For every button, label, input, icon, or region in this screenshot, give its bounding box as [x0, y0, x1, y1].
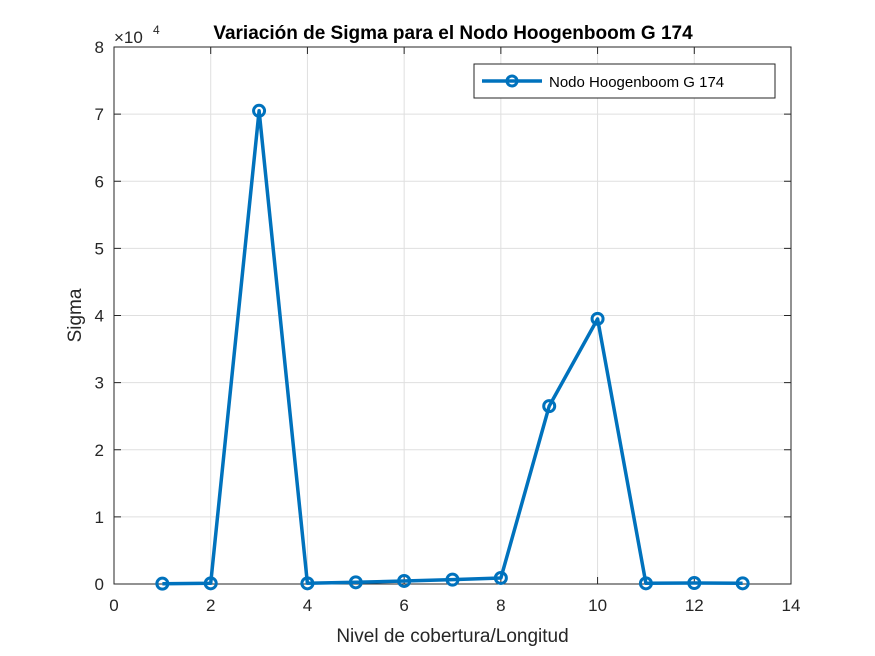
- series-line: [162, 109, 743, 586]
- y-axis-label: Sigma: [65, 288, 86, 342]
- y-tick-label: 8: [95, 38, 104, 57]
- data-point-marker: [687, 575, 702, 590]
- x-tick-label: 10: [588, 596, 607, 615]
- legend-entry-label: Nodo Hoogenboom G 174: [549, 74, 724, 91]
- legend-marker-sample: [505, 74, 519, 88]
- data-point-marker: [493, 570, 508, 585]
- x-axis-label: Nivel de cobertura/Longitud: [336, 626, 568, 647]
- data-point-marker: [155, 576, 170, 591]
- data-point-marker: [590, 311, 605, 326]
- data-point-marker: [300, 576, 315, 591]
- x-tick-label: 0: [109, 596, 118, 615]
- data-point-marker: [397, 573, 412, 588]
- y-tick-label: 6: [95, 172, 104, 191]
- y-tick-label: 1: [95, 508, 104, 527]
- data-point-marker: [735, 576, 750, 591]
- x-tick-label: 2: [206, 596, 215, 615]
- data-point-marker: [638, 576, 653, 591]
- y-tick-label: 5: [95, 239, 104, 258]
- data-point-marker: [252, 103, 267, 118]
- data-point-marker: [542, 399, 557, 414]
- chart-title: Variación de Sigma para el Nodo Hoogenbo…: [213, 23, 693, 44]
- x-tick-label: 6: [399, 596, 408, 615]
- y-axis-exponent-power: 4: [153, 23, 160, 37]
- x-axis-ticks: 0 2 4 6 8 10 12 14: [109, 47, 800, 615]
- y-tick-label: 7: [95, 105, 104, 124]
- data-point-marker: [348, 575, 363, 590]
- x-tick-label: 4: [303, 596, 312, 615]
- y-tick-label: 4: [95, 307, 104, 326]
- y-axis-ticks: 0 1 2 3 4 5 6 7 8: [95, 38, 791, 594]
- x-tick-label: 12: [685, 596, 704, 615]
- y-axis-exponent-base: ×10: [114, 28, 143, 47]
- y-tick-label: 3: [95, 374, 104, 393]
- y-tick-label: 0: [95, 575, 104, 594]
- x-tick-label: 14: [782, 596, 801, 615]
- data-point-marker: [203, 576, 218, 591]
- data-point-marker: [445, 572, 460, 587]
- y-tick-label: 2: [95, 441, 104, 460]
- legend: Nodo Hoogenboom G 174: [473, 63, 776, 99]
- x-tick-label: 8: [496, 596, 505, 615]
- series-layer: [155, 103, 750, 591]
